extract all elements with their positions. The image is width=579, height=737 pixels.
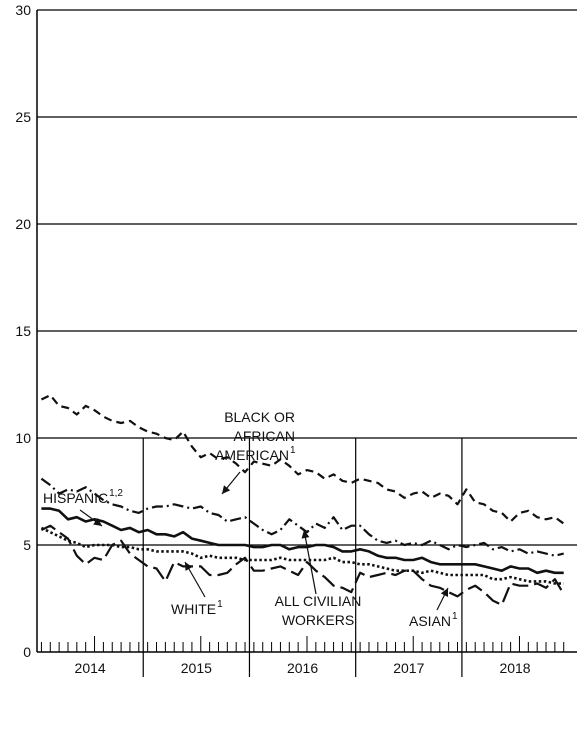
label-arrowhead-3 (185, 562, 193, 571)
gridlines (37, 9, 577, 677)
label-arrowhead-1 (93, 518, 102, 526)
series-label-0: BLACK OR (224, 409, 295, 425)
label-arrowhead-4 (440, 588, 448, 597)
y-tick-label: 10 (15, 430, 31, 446)
y-tick-label: 30 (15, 2, 31, 18)
axes: 0 5 10 15 20 25 30 2014 2015 2016 2017 2018 (15, 2, 577, 676)
y-tick-label: 5 (23, 537, 31, 553)
x-tick-label: 2015 (181, 660, 212, 676)
series-line-2 (41, 507, 564, 575)
y-tick-label: 0 (23, 644, 31, 660)
x-tick-label: 2017 (393, 660, 424, 676)
series-label-superscript-1: 1,2 (109, 488, 123, 499)
x-tick-label: 2014 (75, 660, 106, 676)
series-label-2: ALL CIVILIAN (275, 593, 362, 609)
y-tick-label: 15 (15, 323, 31, 339)
series-label-0: AFRICAN (234, 428, 295, 444)
label-arrowhead-0 (222, 485, 231, 494)
series-label-1: HISPANIC (43, 490, 108, 506)
series-line-1 (40, 477, 564, 557)
series-label-4: ASIAN (409, 613, 451, 629)
series-label-0: AMERICAN (215, 447, 289, 463)
x-tick-label: 2018 (499, 660, 530, 676)
y-tick-label: 25 (15, 109, 31, 125)
series-lines (40, 394, 565, 607)
series-label-3: WHITE (171, 601, 216, 617)
y-tick-label: 20 (15, 216, 31, 232)
label-arrowhead-2 (301, 530, 310, 539)
label-arrow-2 (303, 529, 317, 595)
series-line-0 (40, 394, 565, 525)
series-line-3 (40, 526, 564, 585)
series-label-superscript-4: 1 (452, 611, 458, 622)
series-label-superscript-0: 1 (290, 445, 296, 456)
series-label-superscript-3: 1 (217, 599, 223, 610)
x-tick-label: 2016 (287, 660, 318, 676)
series-line-4 (40, 524, 565, 607)
series-label-2: WORKERS (282, 612, 354, 628)
